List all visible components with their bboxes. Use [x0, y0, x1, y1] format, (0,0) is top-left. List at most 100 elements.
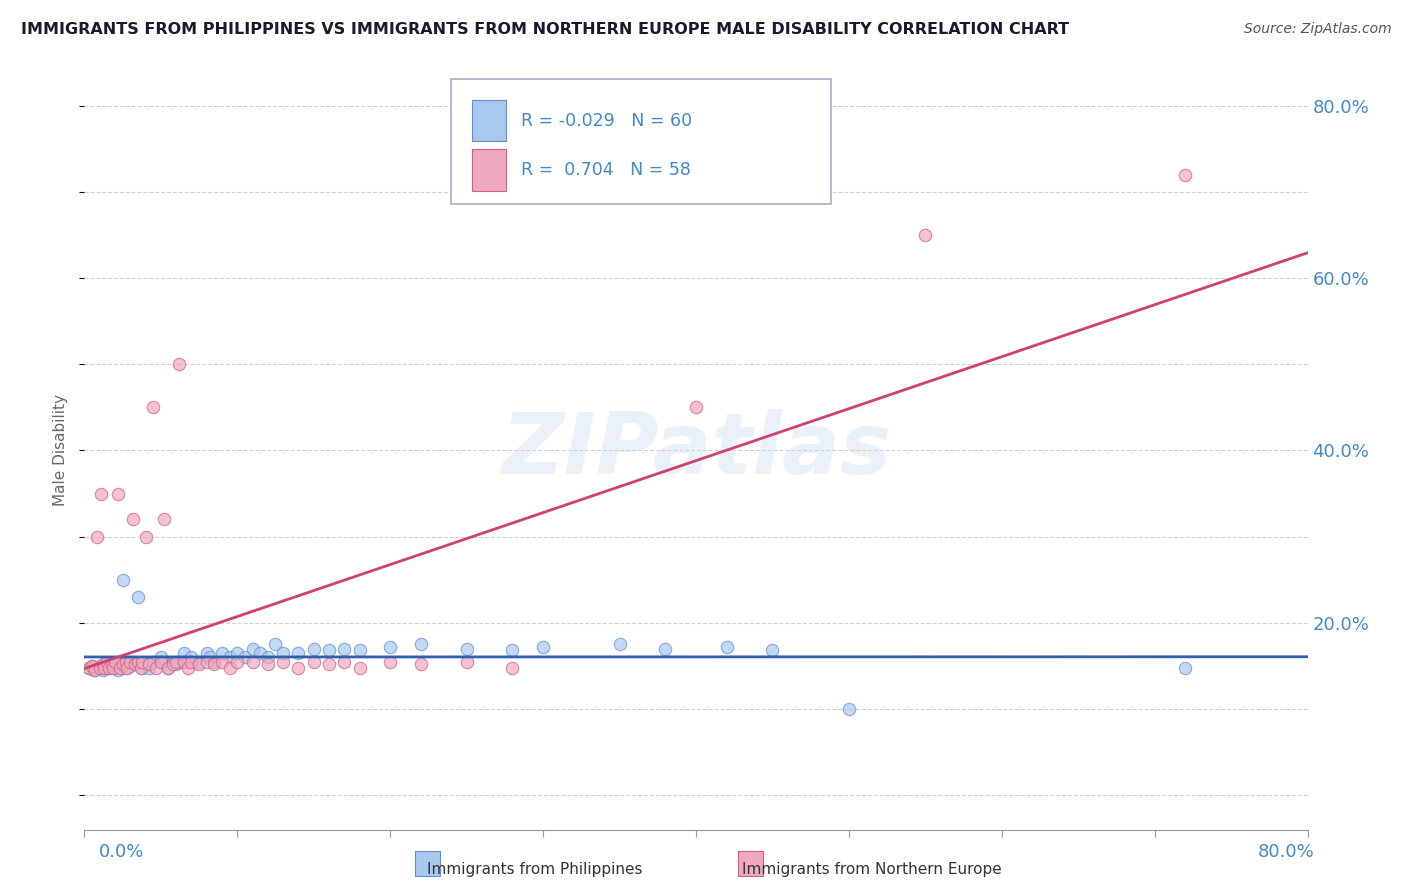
- Point: [502, 660, 524, 674]
- Point: [149, 650, 172, 665]
- Point: [120, 658, 142, 673]
- Point: [271, 655, 294, 669]
- Point: [333, 641, 356, 656]
- Point: [131, 655, 153, 669]
- Point: [167, 357, 190, 371]
- Text: Immigrants from Northern Europe: Immigrants from Northern Europe: [742, 863, 1001, 877]
- Text: ZIPatlas: ZIPatlas: [501, 409, 891, 492]
- Point: [188, 655, 211, 669]
- Point: [257, 650, 280, 665]
- Point: [456, 641, 478, 656]
- Point: [93, 660, 115, 674]
- Point: [80, 658, 103, 673]
- Point: [177, 660, 200, 674]
- Point: [111, 573, 134, 587]
- Point: [302, 641, 325, 656]
- Text: 0.0%: 0.0%: [98, 843, 143, 861]
- Point: [914, 228, 936, 243]
- Point: [96, 655, 118, 669]
- Point: [97, 660, 120, 674]
- Point: [173, 655, 195, 669]
- Point: [349, 660, 371, 674]
- Point: [124, 657, 146, 672]
- Point: [609, 637, 631, 651]
- Point: [195, 655, 218, 669]
- Point: [242, 655, 264, 669]
- Point: [409, 637, 432, 651]
- Point: [188, 657, 211, 672]
- Y-axis label: Male Disability: Male Disability: [53, 394, 69, 507]
- Point: [157, 660, 180, 674]
- Bar: [738, 851, 763, 876]
- Point: [93, 660, 115, 674]
- Point: [198, 650, 221, 665]
- Point: [180, 650, 202, 665]
- Point: [226, 646, 249, 660]
- Point: [170, 655, 193, 669]
- Bar: [415, 851, 440, 876]
- Point: [318, 657, 340, 672]
- Point: [502, 643, 524, 657]
- Point: [129, 660, 152, 674]
- Point: [77, 660, 100, 674]
- Point: [173, 646, 195, 660]
- Point: [120, 655, 142, 669]
- Point: [103, 660, 125, 674]
- Text: Source: ZipAtlas.com: Source: ZipAtlas.com: [1244, 22, 1392, 37]
- Point: [86, 530, 108, 544]
- Point: [122, 512, 145, 526]
- Point: [104, 660, 127, 674]
- Point: [101, 658, 124, 673]
- Point: [115, 660, 138, 674]
- Point: [302, 655, 325, 669]
- Point: [409, 657, 432, 672]
- Point: [761, 643, 783, 657]
- Point: [287, 646, 309, 660]
- Text: IMMIGRANTS FROM PHILIPPINES VS IMMIGRANTS FROM NORTHERN EUROPE MALE DISABILITY C: IMMIGRANTS FROM PHILIPPINES VS IMMIGRANT…: [21, 22, 1069, 37]
- Point: [84, 663, 107, 677]
- Point: [218, 660, 240, 674]
- Bar: [472, 100, 506, 142]
- Point: [111, 657, 134, 672]
- Point: [456, 655, 478, 669]
- Point: [127, 590, 149, 604]
- Point: [90, 486, 112, 500]
- Point: [264, 637, 287, 651]
- Point: [153, 655, 176, 669]
- Point: [80, 658, 103, 673]
- Point: [91, 663, 114, 677]
- Point: [142, 655, 165, 669]
- Point: [195, 646, 218, 660]
- Point: [685, 401, 707, 415]
- Point: [138, 660, 160, 674]
- Point: [108, 660, 131, 674]
- Point: [249, 646, 271, 660]
- Point: [257, 657, 280, 672]
- Point: [333, 655, 356, 669]
- Point: [157, 660, 180, 674]
- Point: [153, 512, 176, 526]
- Point: [86, 660, 108, 674]
- Point: [122, 655, 145, 669]
- Point: [380, 640, 402, 654]
- Point: [96, 657, 118, 672]
- Point: [135, 657, 157, 672]
- Point: [211, 655, 233, 669]
- Point: [114, 655, 136, 669]
- Point: [202, 657, 225, 672]
- FancyBboxPatch shape: [451, 79, 831, 204]
- Point: [135, 530, 157, 544]
- Point: [142, 401, 165, 415]
- Point: [165, 655, 187, 669]
- Point: [838, 702, 860, 716]
- Text: R = -0.029   N = 60: R = -0.029 N = 60: [522, 112, 692, 129]
- Point: [77, 660, 100, 674]
- Point: [226, 655, 249, 669]
- Point: [101, 657, 124, 672]
- Point: [127, 655, 149, 669]
- Bar: [472, 149, 506, 191]
- Point: [89, 660, 111, 674]
- Point: [242, 641, 264, 656]
- Point: [716, 640, 738, 654]
- Point: [177, 655, 200, 669]
